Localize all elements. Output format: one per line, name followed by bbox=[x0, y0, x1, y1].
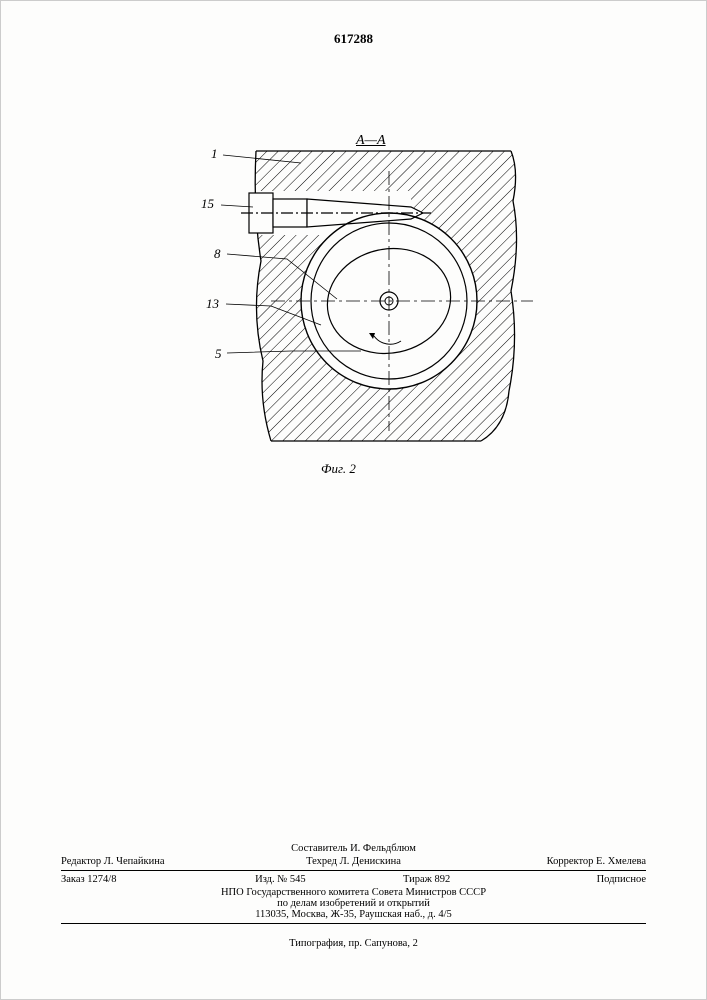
typography: Типография, пр. Сапунова, 2 bbox=[61, 938, 646, 949]
drawing-svg bbox=[141, 141, 541, 471]
ref-13: 13 bbox=[206, 296, 219, 312]
editor: Редактор Л. Чепайкина bbox=[61, 856, 256, 867]
techred: Техред Л. Денискина bbox=[256, 856, 451, 867]
address: 113035, Москва, Ж-35, Раушская наб., д. … bbox=[61, 909, 646, 920]
order: Заказ 1274/8 bbox=[61, 874, 207, 885]
staff-row: Редактор Л. Чепайкина Техред Л. Денискин… bbox=[61, 856, 646, 867]
ref-5: 5 bbox=[215, 346, 222, 362]
org-line-2: по делам изобретений и открытий bbox=[61, 898, 646, 909]
sub: Подписное bbox=[500, 874, 646, 885]
print-row: Заказ 1274/8 Изд. № 545 Тираж 892 Подпис… bbox=[61, 874, 646, 885]
ref-1: 1 bbox=[211, 146, 218, 162]
section-label: А—А bbox=[356, 133, 386, 149]
divider-2 bbox=[61, 923, 646, 924]
patent-number: 617288 bbox=[1, 31, 706, 47]
figure-caption: Фиг. 2 bbox=[321, 461, 356, 477]
divider-1 bbox=[61, 870, 646, 871]
tirazh: Тираж 892 bbox=[354, 874, 500, 885]
izd: Изд. № 545 bbox=[207, 874, 353, 885]
technical-drawing: А—А 1 15 8 13 5 bbox=[141, 141, 541, 491]
composer: Составитель И. Фельдблюм bbox=[61, 843, 646, 854]
corrector: Корректор Е. Хмелева bbox=[451, 856, 646, 867]
org-line-1: НПО Государственного комитета Совета Мин… bbox=[61, 887, 646, 898]
ref-15: 15 bbox=[201, 196, 214, 212]
page: 617288 А—А 1 15 8 13 5 bbox=[0, 0, 707, 1000]
ref-8: 8 bbox=[214, 246, 221, 262]
imprint-block: Составитель И. Фельдблюм Редактор Л. Чеп… bbox=[61, 843, 646, 949]
